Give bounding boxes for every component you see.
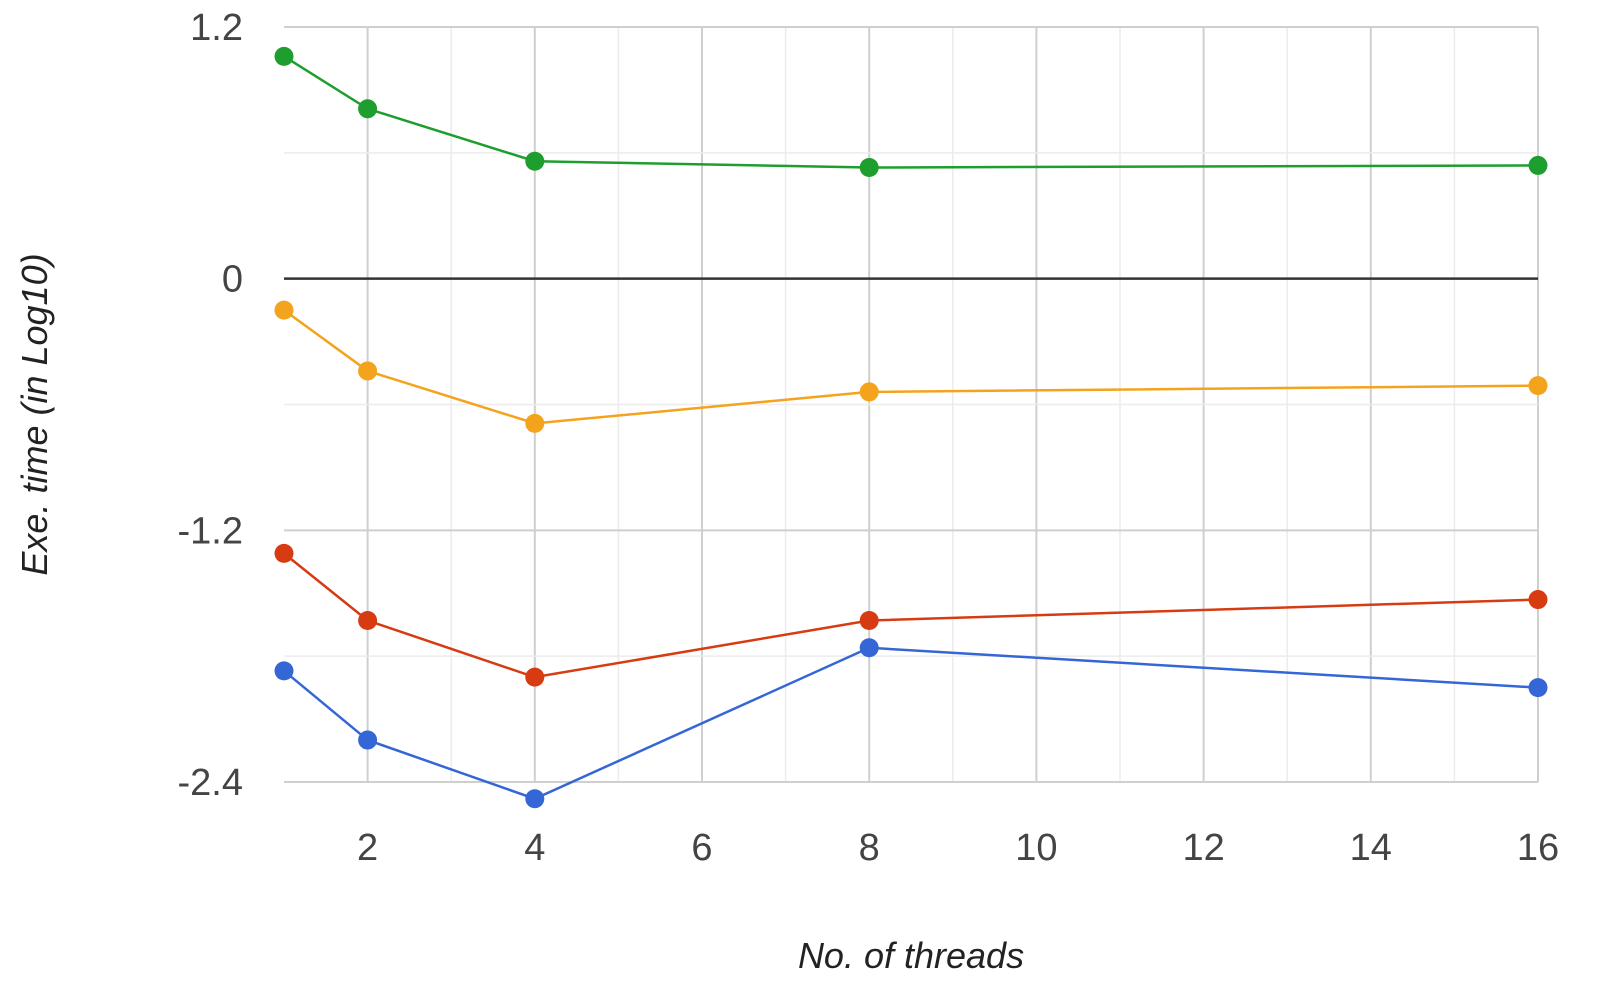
- series-1: [274, 300, 1548, 433]
- data-point: [859, 158, 879, 178]
- data-point: [525, 789, 545, 809]
- data-point: [859, 382, 879, 402]
- x-tick-label: 10: [1015, 827, 1057, 869]
- series-0: [274, 46, 1548, 178]
- data-point: [1528, 376, 1548, 396]
- tick-labels: 2 4 6 8 10 12 14 16 -2.4 -1.2 0 1.2: [178, 7, 1560, 869]
- x-tick-label: 16: [1517, 827, 1559, 869]
- y-tick-label: -1.2: [178, 510, 243, 552]
- data-point: [525, 413, 545, 433]
- data-point: [525, 667, 545, 687]
- data-point: [274, 661, 294, 681]
- data-point: [525, 151, 545, 171]
- series-2: [274, 543, 1548, 687]
- series-3: [274, 638, 1548, 809]
- x-tick-label: 2: [357, 827, 378, 869]
- x-tick-label: 12: [1182, 827, 1224, 869]
- grid-lines: [284, 26, 1539, 783]
- x-tick-label: 6: [691, 827, 712, 869]
- data-point: [859, 611, 879, 631]
- series-line: [283, 55, 1539, 169]
- y-tick-label: 0: [222, 259, 243, 301]
- data-point: [274, 543, 294, 563]
- data-point: [1528, 155, 1548, 175]
- data-point: [1528, 678, 1548, 698]
- data-point: [358, 361, 378, 381]
- data-point: [1528, 590, 1548, 610]
- data-point: [859, 638, 879, 658]
- series-line: [283, 552, 1539, 679]
- data-point: [358, 99, 378, 119]
- data-point: [274, 46, 294, 66]
- data-point: [274, 300, 294, 320]
- data-series: [274, 46, 1548, 809]
- y-tick-label: 1.2: [190, 7, 243, 49]
- x-axis-title: No. of threads: [798, 935, 1024, 976]
- series-line: [283, 309, 1539, 425]
- x-tick-label: 14: [1350, 827, 1392, 869]
- x-tick-label: 8: [859, 827, 880, 869]
- series-line: [283, 646, 1539, 801]
- y-axis-title: Exe. time (in Log10): [14, 253, 55, 575]
- data-point: [358, 611, 378, 631]
- data-point: [358, 730, 378, 750]
- y-tick-label: -2.4: [178, 762, 243, 804]
- x-tick-label: 4: [524, 827, 545, 869]
